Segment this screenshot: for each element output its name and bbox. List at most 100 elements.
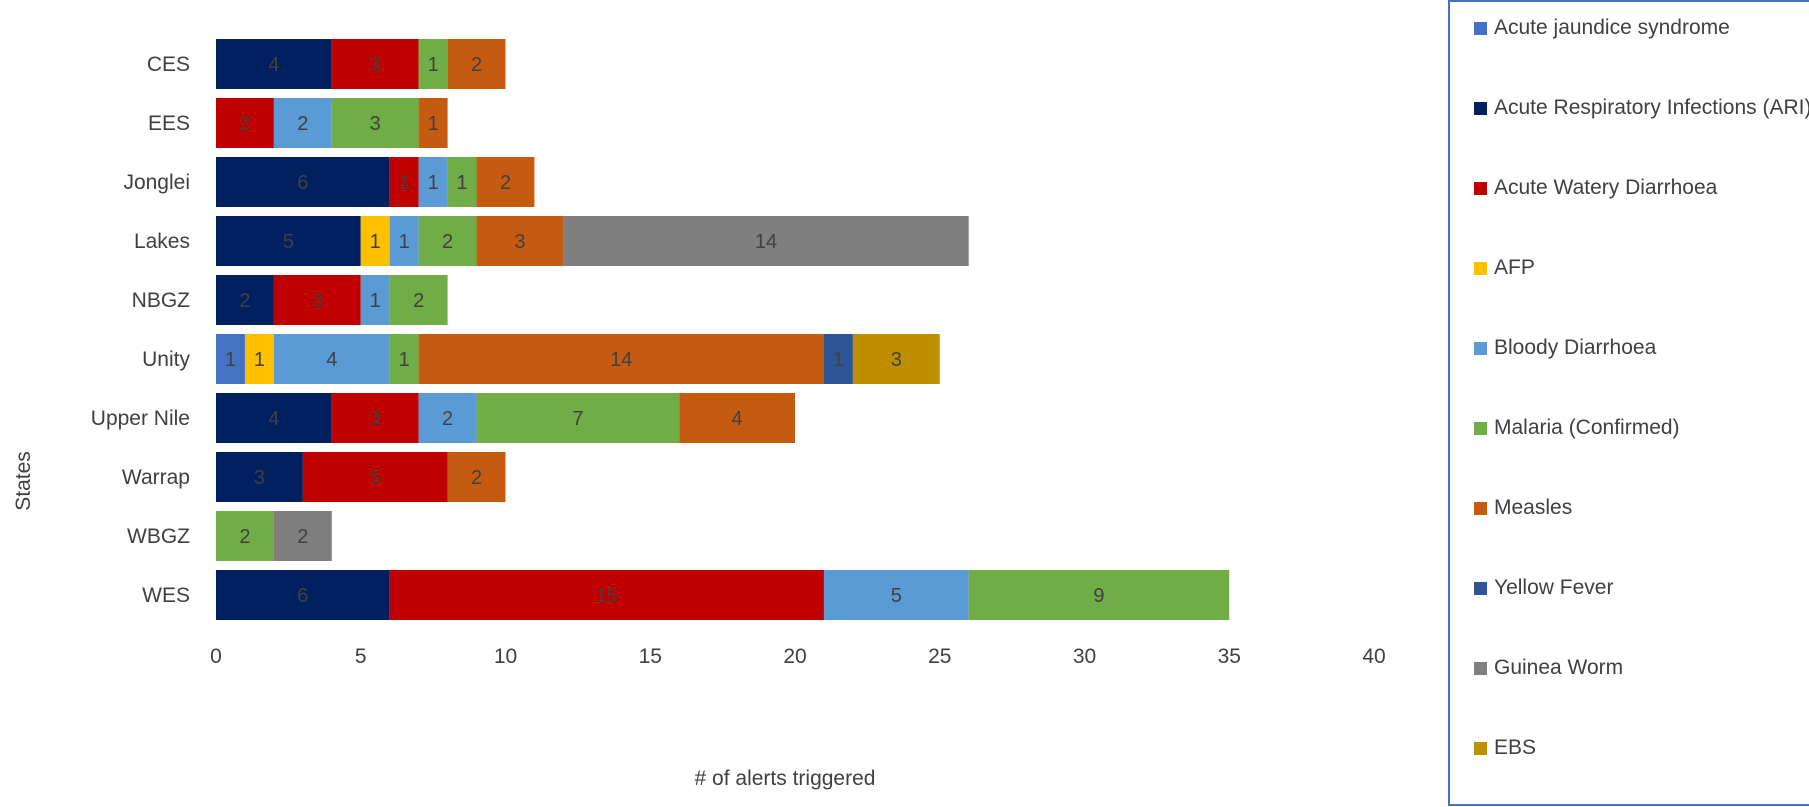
bar-segment xyxy=(852,334,940,384)
legend-swatch xyxy=(1474,742,1487,755)
bar-segment xyxy=(216,39,332,89)
legend-item: Yellow Fever xyxy=(1474,573,1809,602)
bar-segment xyxy=(273,334,390,384)
bar-segment xyxy=(360,275,390,325)
x-tick-label: 20 xyxy=(783,645,806,668)
category-label: WBGZ xyxy=(127,525,190,548)
bar-segment xyxy=(679,393,795,443)
data-label: 3 xyxy=(891,349,902,371)
data-label: 5 xyxy=(370,467,381,489)
legend-item: Measles xyxy=(1474,493,1809,522)
category-label: Unity xyxy=(142,348,190,371)
data-label: 1 xyxy=(225,349,236,371)
bar-segment xyxy=(216,511,274,561)
data-label: 1 xyxy=(399,231,410,253)
legend-item: EBS xyxy=(1474,733,1809,762)
legend-label: Acute jaundice syndrome xyxy=(1494,16,1730,39)
data-label: 1 xyxy=(833,349,844,371)
data-label: 3 xyxy=(370,408,381,430)
legend-swatch xyxy=(1474,582,1487,595)
y-axis-title: States xyxy=(12,451,35,511)
x-tick-label: 0 xyxy=(210,645,222,668)
data-label: 2 xyxy=(442,408,453,430)
chart-legend: Acute jaundice syndrome Acute Respiratory… xyxy=(1448,0,1809,806)
category-label: Lakes xyxy=(134,230,190,253)
x-tick-label: 5 xyxy=(355,645,367,668)
bar-segment xyxy=(273,98,332,148)
bar-segment xyxy=(216,98,274,148)
category-label: Jonglei xyxy=(123,171,190,194)
legend-label: Measles xyxy=(1494,496,1573,519)
bar-segment xyxy=(216,216,361,266)
bar-segment xyxy=(389,216,419,266)
legend-swatch xyxy=(1474,262,1487,275)
bar-segment xyxy=(823,570,969,620)
category-label: NBGZ xyxy=(132,289,191,312)
category-label: WES xyxy=(142,584,190,607)
bar-segment xyxy=(476,216,564,266)
x-tick-label: 10 xyxy=(494,645,517,668)
x-tick-label: 15 xyxy=(639,645,662,668)
bar-segment xyxy=(331,98,419,148)
data-label: 7 xyxy=(572,408,583,430)
stacked-bar-chart: 4 3 1 22 2 3 16 1 1 1 25 1 1 2 3 142 3 1 21 1 4 1 14 1 34 3 2 7 43 5 2… xyxy=(12,39,1386,790)
bar-segment xyxy=(968,570,1230,620)
legend-label: EBS xyxy=(1494,736,1537,759)
bar-segment xyxy=(389,334,419,384)
data-label: 2 xyxy=(297,113,308,135)
x-tick-label: 25 xyxy=(928,645,951,668)
data-label: 1 xyxy=(428,113,439,135)
bar-segment xyxy=(563,216,969,266)
data-label: 2 xyxy=(471,467,482,489)
data-label: 4 xyxy=(326,349,337,371)
legend-label: AFP xyxy=(1494,256,1535,279)
bar-segment xyxy=(476,157,535,207)
data-label: 1 xyxy=(428,172,439,194)
bar-segment xyxy=(418,393,477,443)
bar-segment xyxy=(216,452,303,502)
legend-item: Acute jaundice syndrome xyxy=(1474,13,1809,42)
data-label: 2 xyxy=(413,290,424,312)
bar-segment xyxy=(331,393,419,443)
bar-segment xyxy=(273,511,332,561)
category-label: Warrap xyxy=(122,466,190,489)
bar-segment xyxy=(331,39,419,89)
bar-segment xyxy=(360,216,390,266)
data-label: 5 xyxy=(891,585,902,607)
data-label: 14 xyxy=(610,349,632,371)
legend-swatch xyxy=(1474,422,1487,435)
bar-segment xyxy=(418,216,477,266)
data-label: 3 xyxy=(514,231,525,253)
bar-segment xyxy=(216,393,332,443)
bar-segment xyxy=(302,452,448,502)
data-label: 6 xyxy=(297,585,308,607)
legend-label: Malaria (Confirmed) xyxy=(1494,416,1680,439)
category-label: CES xyxy=(147,53,190,76)
data-label: 3 xyxy=(370,54,381,76)
bar-segment xyxy=(216,275,274,325)
legend-swatch xyxy=(1474,182,1487,195)
data-label: 2 xyxy=(239,526,250,548)
data-label: 1 xyxy=(457,172,468,194)
legend-label: Bloody Diarrhoea xyxy=(1494,336,1657,359)
bar-segment xyxy=(389,275,448,325)
data-label: 9 xyxy=(1093,585,1104,607)
legend-item: Acute Watery Diarrhoea xyxy=(1474,173,1809,202)
bar-segment xyxy=(216,570,390,620)
bar-segment xyxy=(447,39,506,89)
bar-segment xyxy=(389,570,824,620)
data-label: 2 xyxy=(471,54,482,76)
bar-segment xyxy=(823,334,853,384)
legend-swatch xyxy=(1474,342,1487,355)
data-label: 1 xyxy=(370,290,381,312)
legend-item: Guinea Worm xyxy=(1474,653,1809,682)
legend-label: Yellow Fever xyxy=(1494,576,1614,599)
legend-item: Malaria (Confirmed) xyxy=(1474,413,1809,442)
data-label: 1 xyxy=(399,349,410,371)
x-axis-ticks: 0 5 10 15 20 25 30 35 40 xyxy=(210,645,1386,668)
x-axis-title: # of alerts triggered xyxy=(695,767,876,790)
data-label: 1 xyxy=(399,172,410,194)
data-label: 1 xyxy=(428,54,439,76)
x-tick-label: 40 xyxy=(1362,645,1385,668)
legend-item: Bloody Diarrhoea xyxy=(1474,333,1809,362)
